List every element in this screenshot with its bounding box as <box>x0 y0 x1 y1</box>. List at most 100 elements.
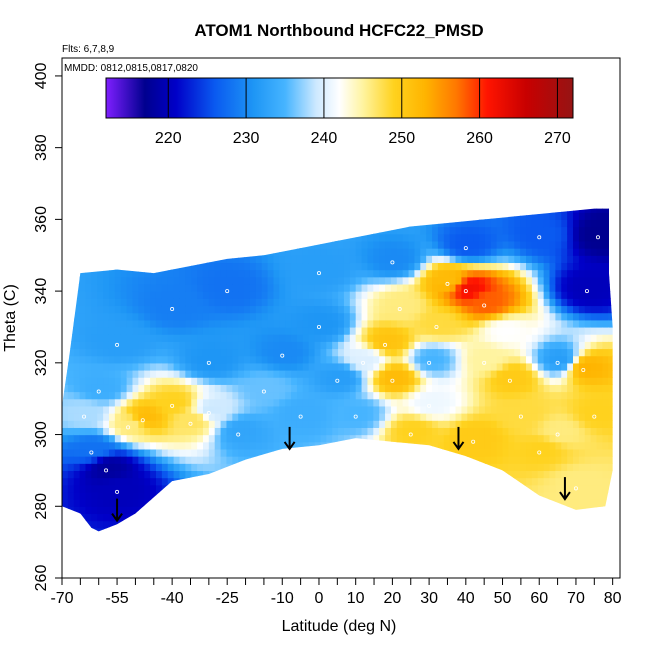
heat-cell <box>602 319 609 328</box>
heat-cell <box>602 499 609 507</box>
heat-cell <box>161 226 169 235</box>
heat-cell <box>537 208 545 213</box>
heat-cell <box>543 463 551 472</box>
heat-cell <box>520 212 527 220</box>
heat-cell <box>191 484 198 493</box>
heat-cell <box>291 427 298 436</box>
heat-cell <box>526 240 533 249</box>
heat-cell <box>449 348 457 357</box>
heat-cell <box>408 491 416 500</box>
heat-cell <box>120 370 128 378</box>
heat-cell <box>379 334 386 342</box>
heat-cell <box>214 384 222 393</box>
heat-cell <box>197 477 204 486</box>
heat-cell <box>408 208 416 213</box>
heat-cell <box>232 491 239 500</box>
heat-cell <box>144 527 151 532</box>
heat-cell <box>390 326 398 335</box>
heat-cell <box>291 441 298 450</box>
heat-cell <box>320 262 327 271</box>
heat-cell <box>549 362 556 371</box>
heat-cell <box>343 513 351 522</box>
heat-cell <box>396 262 404 271</box>
heat-cell <box>426 269 433 278</box>
heat-cell <box>179 355 186 364</box>
heat-cell <box>449 341 457 350</box>
heat-cell <box>267 456 275 464</box>
heat-cell <box>432 312 439 321</box>
heat-cell <box>355 398 363 407</box>
heat-cell <box>326 298 333 307</box>
heat-cell <box>73 334 81 342</box>
heat-cell <box>461 441 468 450</box>
heat-cell <box>150 420 157 428</box>
heat-cell <box>85 319 92 328</box>
heat-cell <box>502 506 509 515</box>
heat-cell <box>561 413 568 421</box>
heat-cell <box>367 477 374 486</box>
heat-cell <box>408 520 416 529</box>
heat-cell <box>584 513 592 522</box>
heat-cell <box>150 334 157 342</box>
heat-cell <box>550 198 556 206</box>
heat-cell <box>208 248 216 256</box>
heat-cell <box>126 434 134 443</box>
heat-cell <box>343 233 351 242</box>
heat-cell <box>249 405 257 414</box>
heat-cell <box>408 219 416 228</box>
heat-cell <box>268 535 274 543</box>
heat-cell <box>490 348 498 357</box>
heat-cell <box>420 233 427 242</box>
heat-cell <box>291 334 298 342</box>
heat-cell <box>461 420 468 428</box>
heat-cell <box>432 491 439 500</box>
heat-cell <box>584 420 592 428</box>
heat-cell <box>79 312 87 321</box>
heat-cell <box>561 226 568 235</box>
heat-cell <box>443 348 451 357</box>
heat-cell <box>214 269 222 278</box>
heat-cell <box>449 248 457 256</box>
heat-cell <box>320 484 327 493</box>
heat-cell <box>567 348 574 357</box>
heat-cell <box>508 398 515 407</box>
heat-cell <box>279 212 286 220</box>
heat-cell <box>379 535 385 543</box>
heat-cell <box>167 420 175 428</box>
heat-cell <box>361 262 369 271</box>
heat-cell <box>408 377 416 385</box>
heat-cell <box>85 334 92 342</box>
heat-cell <box>567 527 574 532</box>
heat-cell <box>432 240 439 249</box>
heat-cell <box>508 355 515 364</box>
heat-cell <box>67 413 75 421</box>
heat-cell <box>185 198 191 206</box>
heat-cell <box>526 291 533 299</box>
heat-cell <box>584 484 592 493</box>
heat-cell <box>308 384 316 393</box>
heat-cell <box>496 298 504 307</box>
heat-cell <box>426 484 433 493</box>
heat-cell <box>490 283 498 292</box>
heat-cell <box>214 326 222 335</box>
heat-cell <box>302 262 310 271</box>
heat-cell <box>120 405 128 414</box>
heat-cell <box>602 463 609 472</box>
heat-cell <box>414 520 421 529</box>
heat-cell <box>502 398 509 407</box>
heat-cell <box>484 391 492 400</box>
heat-cell <box>549 420 556 428</box>
x-tick-label: 30 <box>420 590 438 607</box>
heat-cell <box>449 377 457 385</box>
heat-cell <box>355 391 363 400</box>
heat-cell <box>385 198 391 206</box>
heat-cell <box>532 535 538 543</box>
heat-cell <box>150 208 157 213</box>
heat-cell <box>279 506 286 515</box>
heat-cell <box>490 405 498 414</box>
heat-cell <box>502 208 509 213</box>
heat-cell <box>596 470 603 479</box>
heat-cell <box>455 398 463 407</box>
heat-cell <box>373 255 380 264</box>
heat-cell <box>520 248 527 256</box>
